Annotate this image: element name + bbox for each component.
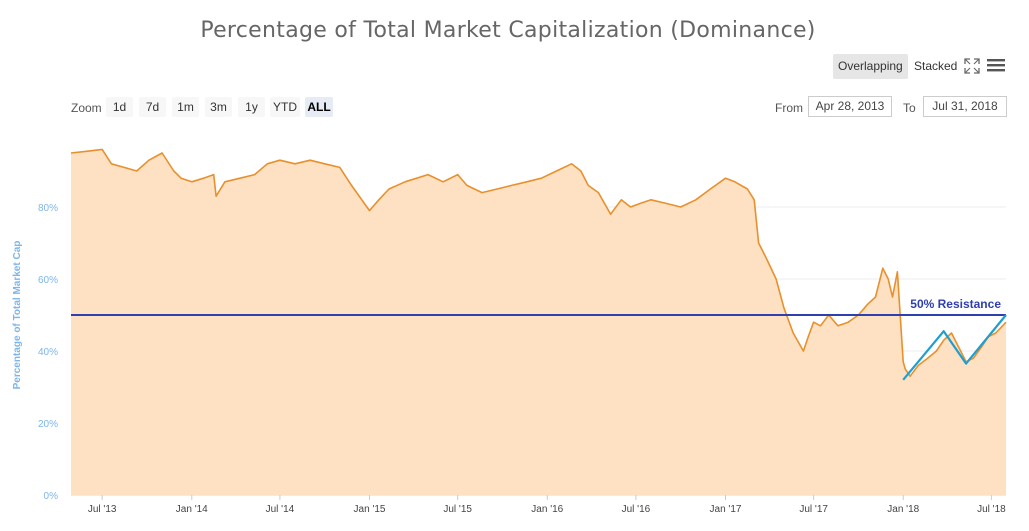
range-to-label: To	[903, 101, 916, 115]
x-tick-label: Jul '18	[977, 504, 1006, 515]
zoom-ytd-button[interactable]: YTD	[270, 97, 300, 117]
x-tick-label: Jan '14	[176, 504, 208, 515]
annotations: 50% Resistance	[71, 297, 1007, 381]
stacked-button[interactable]: Stacked	[914, 59, 958, 73]
y-axis-ticks: 0% 20% 40% 60% 80%	[38, 203, 58, 502]
hamburger-menu-icon[interactable]	[987, 57, 1005, 78]
range-from-input[interactable]	[808, 96, 892, 117]
y-tick-label: 80%	[38, 203, 58, 214]
x-tick-label: Jul '15	[443, 504, 472, 515]
x-tick-label: Jul '16	[622, 504, 651, 515]
zoom-1d-button[interactable]: 1d	[106, 97, 133, 117]
range-to-input[interactable]	[923, 96, 1007, 117]
x-tick-label: Jan '17	[710, 504, 742, 515]
x-axis-ticks: Jul '13 Jan '14 Jul '14 Jan '15 Jul '15 Jan '…	[88, 495, 1006, 515]
series-line	[70, 148, 1007, 377]
resistance-label: 50% Resistance	[910, 297, 1001, 311]
y-tick-label: 40%	[38, 347, 58, 358]
overlapping-button[interactable]: Overlapping	[833, 54, 908, 79]
expand-icon[interactable]	[964, 58, 980, 79]
series-area-fill	[71, 149, 1006, 495]
zoom-1y-button[interactable]: 1y	[238, 97, 265, 117]
zoom-all-button[interactable]: ALL	[305, 97, 333, 117]
x-tick-label: Jan '18	[887, 504, 919, 515]
trend-line	[902, 314, 1007, 381]
y-axis-title: Percentage of Total Market Cap	[12, 241, 23, 390]
y-tick-label: 20%	[38, 419, 58, 430]
zoom-3m-button[interactable]: 3m	[205, 97, 232, 117]
y-tick-label: 60%	[38, 275, 58, 286]
x-tick-label: Jul '13	[88, 504, 117, 515]
page-title: Percentage of Total Market Capitalizatio…	[200, 18, 816, 43]
zoom-1m-button[interactable]: 1m	[172, 97, 199, 117]
x-tick-label: Jul '14	[266, 504, 295, 515]
zoom-7d-button[interactable]: 7d	[139, 97, 166, 117]
x-tick-label: Jan '16	[531, 504, 563, 515]
zoom-label: Zoom	[71, 101, 102, 115]
x-tick-label: Jul '17	[799, 504, 828, 515]
x-tick-label: Jan '15	[354, 504, 386, 515]
y-tick-label: 0%	[44, 491, 59, 502]
range-from-label: From	[775, 101, 803, 115]
